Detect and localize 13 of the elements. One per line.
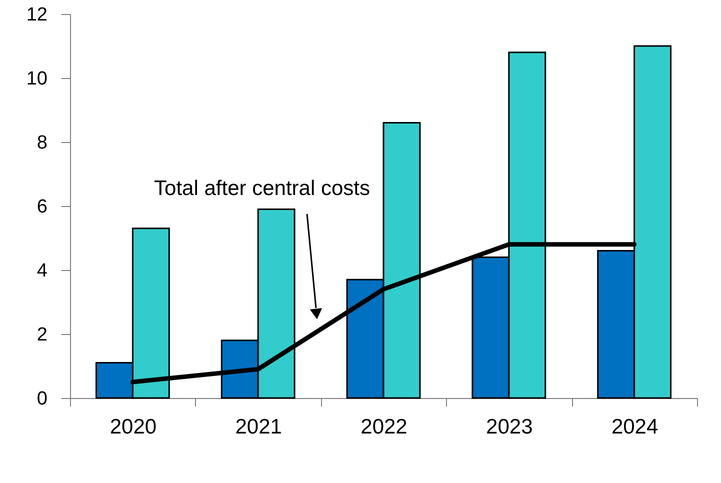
y-tick-label: 4: [36, 260, 48, 282]
y-tick-label: 2: [36, 324, 48, 346]
y-tick-label: 8: [36, 132, 48, 154]
x-tick-label: 2023: [486, 416, 533, 438]
y-tick-label: 12: [26, 4, 48, 26]
y-tick-label: 6: [36, 196, 48, 218]
y-tick-label: 0: [36, 388, 48, 410]
x-tick-label: 2020: [110, 416, 157, 438]
x-tick-label: 2024: [611, 416, 658, 438]
x-tick-label: 2021: [235, 416, 282, 438]
x-tick-label: 2022: [360, 416, 408, 438]
annotation: Total after central costs: [154, 177, 370, 200]
y-tick-label: 10: [26, 68, 48, 90]
